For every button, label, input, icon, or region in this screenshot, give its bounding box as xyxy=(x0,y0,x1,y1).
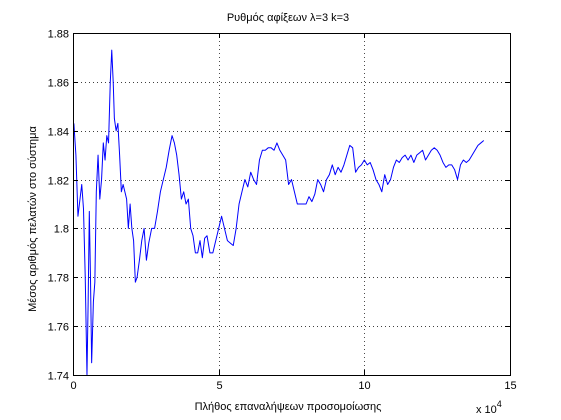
x-tick-label: 5 xyxy=(216,380,222,392)
series-line xyxy=(73,49,485,376)
y-tick-label: 1.8 xyxy=(54,224,69,236)
x-axis-multiplier-exponent: 4 xyxy=(497,399,502,409)
y-tick-label: 1.82 xyxy=(48,176,69,188)
x-tick-label: 15 xyxy=(504,380,516,392)
plot-frame xyxy=(73,33,511,376)
chart-title: Ρυθμός αφίξεων λ=3 k=3 xyxy=(227,12,349,24)
y-tick-label: 1.78 xyxy=(48,273,69,285)
y-tick-label: 1.84 xyxy=(48,127,69,139)
y-tick-label: 1.88 xyxy=(48,29,69,41)
y-tick-label: 1.86 xyxy=(48,78,69,90)
y-axis-label: Μέσος αριθμός πελατών στο σύστημα xyxy=(27,125,39,311)
y-tick-label: 1.76 xyxy=(48,322,69,334)
grid xyxy=(73,33,510,375)
x-axis-multiplier: x 104 xyxy=(476,399,502,416)
x-tick-label: 0 xyxy=(70,380,76,392)
plot-area: 0 5 10 15 1.74 1.76 1.78 1.8 1.82 1.84 1.86 1.88 xyxy=(48,29,517,393)
plot-background xyxy=(73,33,510,375)
x-axis-multiplier-base: x 10 xyxy=(476,404,497,416)
ticks: 0 5 10 15 1.74 1.76 1.78 1.8 1.82 1.84 1.86 1.88 xyxy=(48,29,517,393)
x-tick-label: 10 xyxy=(358,380,370,392)
x-axis-label: Πλήθος επαναλήψεων προσομοίωσης xyxy=(195,401,382,413)
y-tick-label: 1.74 xyxy=(48,371,69,383)
series-layer xyxy=(73,49,485,376)
